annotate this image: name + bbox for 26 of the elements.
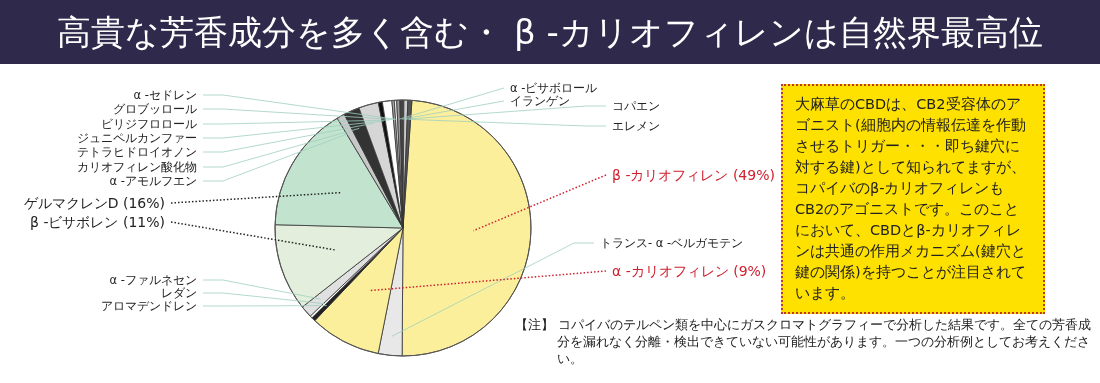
slice-label: カリオフィレン酸化物 bbox=[77, 160, 197, 174]
text: 【注】 コパイバのテルペン類を中心にガスクロマトグラフィーで分析した結果です。全ての芳香成分を漏れなく分離・検出できていない可能性があります。一つの分析例としてお考えください。 bbox=[515, 316, 1092, 367]
chart-title: 高貴な芳香成分を多く含む・ β -カリオフィレンは自然界最高位 bbox=[0, 0, 1100, 64]
slice-label: β -ビサボレン (11%) bbox=[30, 214, 165, 230]
slice-label: グロブッロール bbox=[113, 102, 197, 116]
slice-label: ジュニペルカンファー bbox=[77, 131, 197, 145]
slice-label: α -セドレン bbox=[133, 88, 197, 102]
pie-slice bbox=[314, 227, 404, 354]
slice-label: α -カリオフィレン (9%) bbox=[612, 263, 767, 279]
slice-label: α -ファルネセン bbox=[109, 273, 197, 287]
slice-label: α -ビサボロール bbox=[510, 81, 598, 95]
slice-label: トランス- α -ベルガモテン bbox=[600, 236, 744, 250]
slice-label: ビリジフロロール bbox=[101, 117, 197, 131]
pie-slice bbox=[274, 117, 404, 229]
slice-label: α -アモルフエン bbox=[109, 174, 197, 188]
slice-label: β -カリオフィレン (49%) bbox=[612, 167, 775, 183]
slice-label: エレメン bbox=[612, 119, 660, 133]
pie-slice bbox=[377, 227, 404, 357]
slice-label: テトラヒドロイオノン bbox=[77, 145, 197, 159]
text: 大麻草のCBDは、CB2受容体のアゴニスト(細胞内の情報伝達を作動させるトリガー・・・即ち鍵穴に対する鍵)として知られてますが、コパイバのβ-カリオフィレンもCB2のアゴニストです。このことにおいて、CBDとβ-カリオフィレンは共通の作用メカニズム(鍵穴と鍵の関係)を持つことが注目されています。 bbox=[795, 96, 1026, 301]
slice-label: レダン bbox=[161, 286, 197, 300]
slice-label: コパエン bbox=[612, 99, 660, 113]
slice-label: イランゲン bbox=[510, 94, 570, 108]
slice-label: ゲルマクレンD (16%) bbox=[23, 195, 165, 211]
pie-slice bbox=[274, 224, 404, 308]
slice-label: アロマデンドレン bbox=[101, 299, 197, 313]
